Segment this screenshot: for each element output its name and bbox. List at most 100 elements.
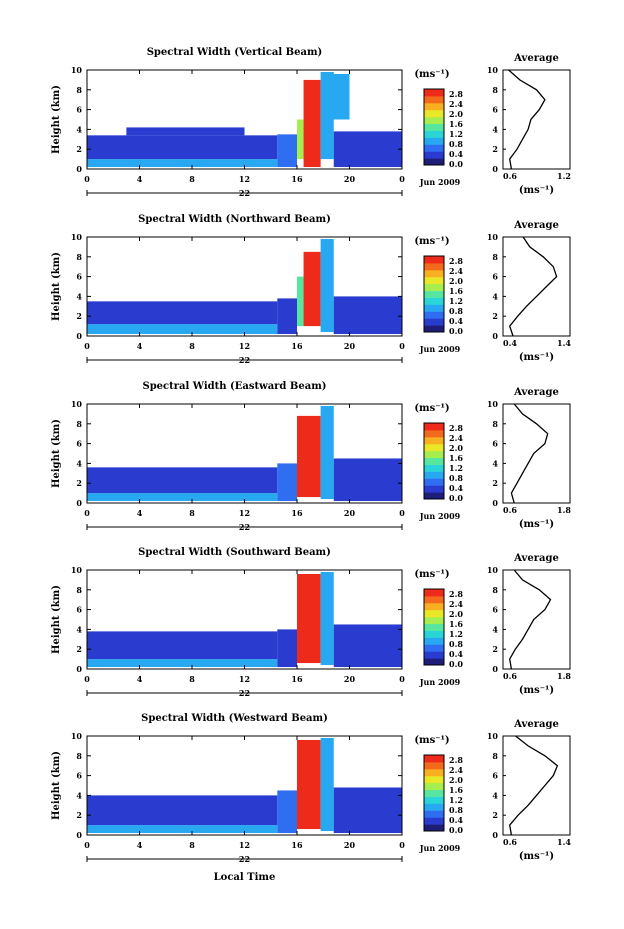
colorbar-tick-label: 2.8 <box>449 755 463 765</box>
colorbar-swatch <box>424 775 444 784</box>
average-y-tick-label: 0 <box>492 498 498 508</box>
average-x-label: (ms⁻¹) <box>519 185 554 196</box>
colorbar-tick-label: 2.4 <box>449 266 463 276</box>
heatmap-cell <box>277 790 297 834</box>
y-tick-label: 2 <box>76 478 82 488</box>
heatmap-cell <box>277 134 297 168</box>
x-tick-label: 12 <box>239 840 250 850</box>
colorbar-frame <box>423 588 445 666</box>
x-tick-label: 0 <box>399 840 405 850</box>
heatmap-cell <box>297 119 304 160</box>
colorbar-swatch <box>424 116 444 125</box>
colorbar-tick-label: 1.6 <box>449 785 463 795</box>
average-y-tick-label: 6 <box>492 439 498 449</box>
heatmap-cell <box>320 238 334 333</box>
heatmap-cell <box>87 301 278 325</box>
average-y-tick-label: 8 <box>492 585 498 595</box>
colorbar-tick-label: 0.4 <box>449 649 463 659</box>
average-y-tick-label: 2 <box>492 810 498 820</box>
colorbar-tick-label: 0.0 <box>449 159 463 169</box>
colorbar-tick-label: 0.0 <box>449 493 463 503</box>
colorbar-swatch <box>424 89 444 97</box>
average-y-tick-label: 6 <box>492 771 498 781</box>
colorbar-tick-label: 0.8 <box>449 805 463 815</box>
heatmap-cell <box>297 415 321 498</box>
y-axis-label: Height (km) <box>51 252 62 321</box>
colorbar-tick-label: 1.6 <box>449 286 463 296</box>
x-tick-label: 20 <box>344 174 356 184</box>
colorbar-tick-label: 0.4 <box>449 483 463 493</box>
panel-title: Spectral Width (Northward Beam) <box>138 214 331 225</box>
colorbar-tick-label: 0.4 <box>449 815 463 825</box>
heatmap-cell <box>87 159 278 168</box>
y-tick-label: 10 <box>71 232 83 242</box>
colorbar-swatch <box>424 651 444 659</box>
x-tick-label: 8 <box>189 674 195 684</box>
average-x-tick-label: 0.6 <box>503 171 517 181</box>
heatmap-cell <box>297 739 321 830</box>
average-x-tick-label: 1.8 <box>557 505 571 515</box>
colorbar-frame <box>423 88 445 166</box>
y-tick-label: 2 <box>76 644 82 654</box>
average-title: Average <box>513 719 559 730</box>
y-tick-label: 4 <box>76 124 82 134</box>
colorbar-tick-label: 2.8 <box>449 589 463 599</box>
colorbar-swatch <box>424 616 444 625</box>
heatmap-cell <box>329 73 350 120</box>
date-label: Jun 2009 <box>419 677 461 687</box>
heatmap-cell <box>87 825 278 834</box>
average-x-tick-label: 0.6 <box>503 837 517 847</box>
heatmap-cell <box>320 737 334 832</box>
average-x-tick-label: 1.4 <box>557 837 571 847</box>
y-tick-label: 0 <box>76 830 82 840</box>
colorbar-swatch <box>424 304 444 312</box>
colorbar-tick-label: 0.4 <box>449 316 463 326</box>
x-tick-label: 0 <box>84 508 90 518</box>
average-x-tick-label: 0.6 <box>503 505 517 515</box>
heatmap-cell <box>333 458 402 502</box>
x-tick-label: 4 <box>137 174 143 184</box>
colorbar-swatch <box>424 602 444 611</box>
day-label: 22 <box>239 854 250 864</box>
heatmap-cell <box>87 324 278 335</box>
colorbar-swatch <box>424 457 444 465</box>
x-axis-label: Local Time <box>214 872 276 883</box>
colorbar-tick-label: 2.0 <box>449 276 463 286</box>
average-y-tick-label: 10 <box>487 731 499 741</box>
average-y-tick-label: 8 <box>492 419 498 429</box>
y-tick-label: 8 <box>76 85 82 95</box>
colorbar-tick-label: 1.6 <box>449 453 463 463</box>
heatmap-cell <box>277 298 297 335</box>
colorbar-swatch <box>424 109 444 118</box>
heatmap-cell <box>297 573 321 664</box>
x-tick-label: 0 <box>84 341 90 351</box>
colorbar-swatch <box>424 768 444 777</box>
x-tick-label: 8 <box>189 341 195 351</box>
colorbar-tick-label: 2.8 <box>449 89 463 99</box>
colorbar-swatch <box>424 283 444 292</box>
average-x-tick-label: 1.4 <box>557 338 571 348</box>
average-x-tick-label: 0.6 <box>503 671 517 681</box>
x-tick-label: 0 <box>399 174 405 184</box>
colorbar-swatch <box>424 464 444 472</box>
heatmap-cell <box>87 493 278 502</box>
y-tick-label: 4 <box>76 624 82 634</box>
colorbar-swatch <box>424 485 444 493</box>
heatmap-cell <box>87 795 278 826</box>
x-tick-label: 12 <box>239 674 250 684</box>
colorbar-swatch <box>424 256 444 264</box>
colorbar-swatch <box>424 262 444 271</box>
colorbar-tick-label: 1.6 <box>449 119 463 129</box>
x-tick-label: 16 <box>291 840 303 850</box>
y-tick-label: 6 <box>76 439 82 449</box>
x-tick-label: 20 <box>344 341 356 351</box>
colorbar-frame <box>423 255 445 333</box>
colorbar-tick-label: 2.0 <box>449 775 463 785</box>
average-x-tick-label: 1.8 <box>557 671 571 681</box>
colorbar-swatch <box>424 137 444 145</box>
average-title: Average <box>513 53 559 64</box>
average-y-tick-label: 10 <box>487 65 499 75</box>
average-frame <box>502 236 571 337</box>
colorbar-swatch <box>424 443 444 452</box>
